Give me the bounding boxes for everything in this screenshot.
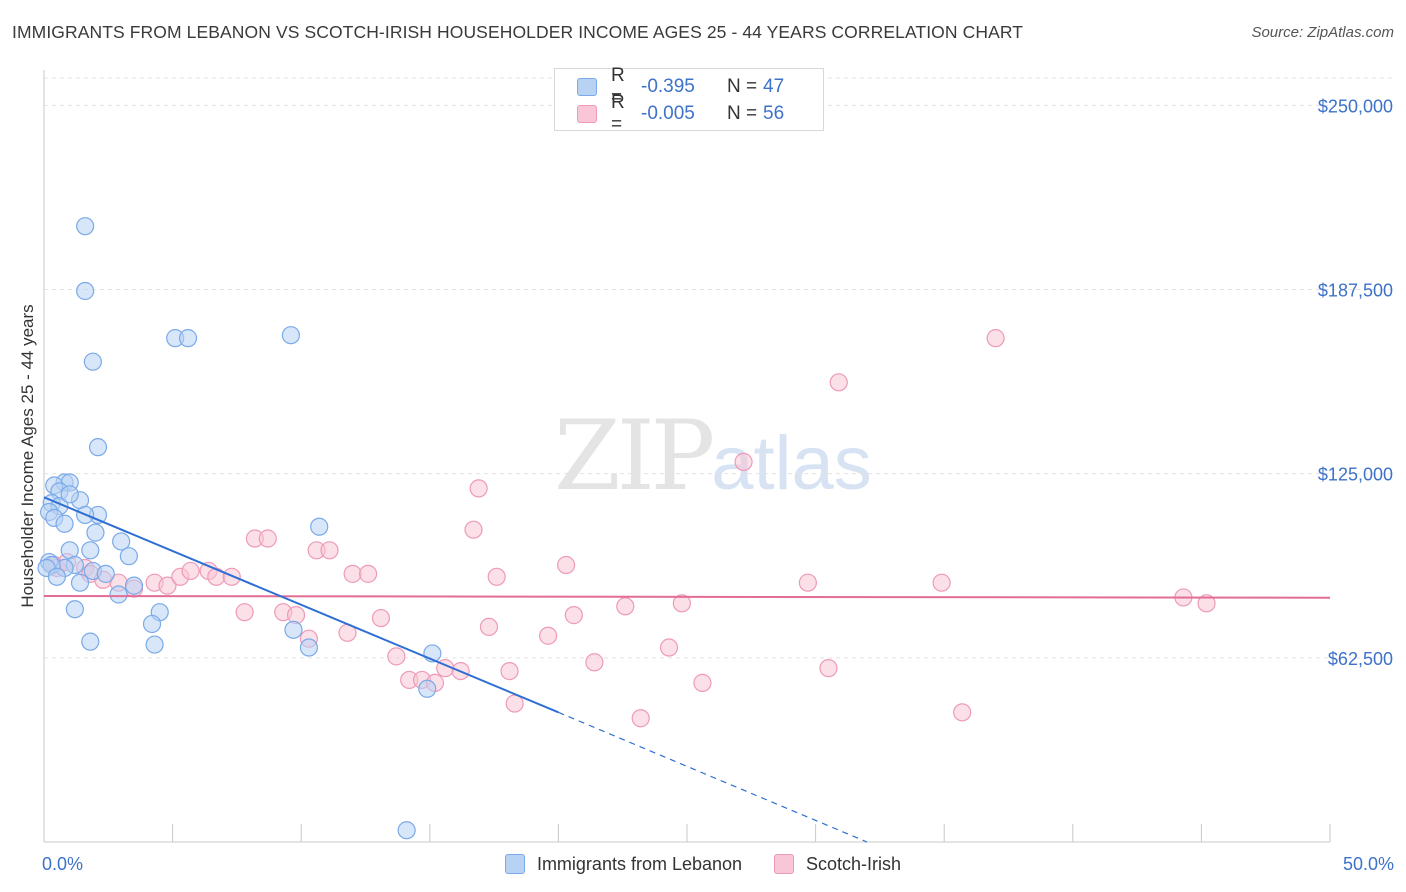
r-value: -0.005 [641,103,695,124]
x-tick-label: 0.0% [42,854,83,874]
watermark-main: ZIP [554,400,715,512]
legend-label-scotch-irish: Scotch-Irish [806,853,902,874]
scotch-irish-point [286,606,306,625]
lebanon-point [284,620,303,639]
legend-label-lebanon: Immigrants from Lebanon [536,853,743,874]
n-label: N = [727,76,758,97]
r-label: R = [611,65,625,108]
scotch-irish-point [986,329,1005,348]
scotch-irish-point [672,594,691,613]
lebanon-point [299,638,319,657]
scotch-irish-trendline [43,594,1331,599]
scotch-irish-point [631,709,650,728]
chart-source: Source: ZipAtlas.com [1251,24,1394,41]
scotch-irish-point [500,661,519,681]
lebanon-point [418,679,437,698]
scotch-irish-point [158,576,177,595]
lebanon-point [81,541,100,560]
y-tick-label: $187,500 [1318,281,1393,301]
chart-title: IMMIGRANTS FROM LEBANON VS SCOTCH-IRISH … [12,22,1024,42]
lebanon-point [112,532,131,551]
scotch-irish-point [557,555,576,575]
y-axis-label: Householder Income Ages 25 - 44 years [18,304,37,607]
scotch-irish-point [829,373,848,392]
lebanon-point [124,576,144,595]
legend-item-lebanon[interactable]: Immigrants from Lebanon [504,853,743,875]
lebanon-point [96,564,115,583]
scotch-irish-point [358,564,378,583]
lebanon-point [60,485,79,504]
stats-row-lebanon: R = -0.395 N = 47 [577,65,785,108]
lebanon-swatch [577,78,597,96]
lebanon-legend-swatch [504,854,525,874]
x-tick-label: 50.0% [1343,854,1394,874]
lebanon-point [86,523,105,542]
scotch-irish-point [371,608,391,628]
lebanon-point [109,585,128,604]
scotch-irish-point [539,626,558,645]
lebanon-point [142,614,162,634]
lebanon-point [65,600,84,619]
scotch-irish-point [258,529,277,548]
scotch-irish-point [798,573,817,592]
scotch-irish-point [469,479,488,498]
lebanon-trendline [43,496,559,714]
scotch-irish-point [343,564,362,583]
lebanon-point [397,821,416,840]
lebanon-point [76,217,95,236]
scotch-irish-swatch [577,105,597,123]
scotch-irish-point [235,603,254,622]
r-label: R = [611,92,625,135]
scotch-irish-point [659,638,679,657]
scotch-irish-point [819,659,838,678]
stats-row-scotch-irish: R = -0.005 N = 56 [577,92,785,135]
y-tick-label: $62,500 [1328,649,1393,669]
y-tick-label: $250,000 [1318,96,1393,116]
scotch-irish-point [464,520,483,539]
scotch-irish-point [953,703,972,722]
scotch-irish-point [693,673,712,692]
scotch-irish-point [181,561,200,581]
stats-legend: R = -0.395 N = 47 R = -0.005 N = 56 [554,65,824,135]
lebanon-point [88,438,108,457]
watermark: ZIPatlas [554,400,872,512]
scotch-irish-legend-swatch [774,854,795,874]
scotch-irish-point [1197,594,1216,613]
n-value: 56 [763,103,785,124]
scotch-irish-point [564,606,583,625]
legend-item-scotch-irish[interactable]: Scotch-Irish [774,854,901,875]
y-tick-label: $125,000 [1318,465,1393,485]
scotch-irish-point [320,541,339,560]
scotch-irish-point [479,617,499,637]
lebanon-point [55,514,74,533]
n-label: N = [727,103,758,124]
lebanon-point [310,517,329,536]
scotch-irish-point [585,653,604,672]
lebanon-point [70,573,90,592]
lebanon-point [281,326,301,345]
lebanon-point [81,632,100,651]
scotch-irish-point [387,647,406,666]
lebanon-point [145,635,164,654]
series-legend: Immigrants from Lebanon Scotch-Irish [0,851,1406,877]
scotch-irish-point [487,567,506,586]
scotch-irish-point [734,452,753,471]
scotch-irish-point [932,573,951,592]
scotch-irish-point [616,597,635,616]
n-value: 47 [763,76,785,97]
lebanon-point [47,567,66,586]
lebanon-trendline-extension [558,711,868,843]
r-value: -0.395 [641,76,695,97]
lebanon-point [178,329,198,348]
lebanon-point [119,547,138,566]
lebanon-point [83,352,102,371]
lebanon-point [76,281,95,301]
